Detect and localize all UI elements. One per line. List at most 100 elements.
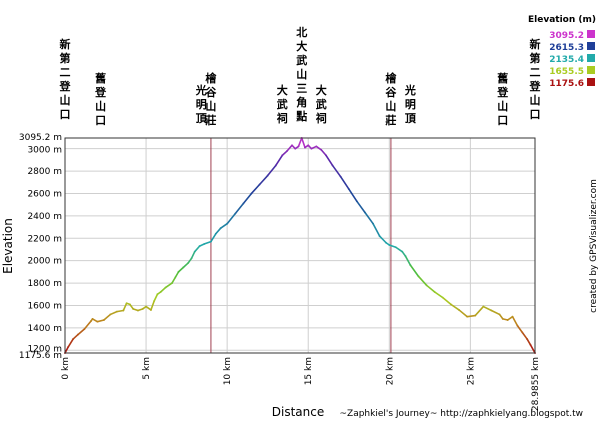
y-tick-label: 3095.2 m bbox=[19, 133, 62, 143]
elevation-point bbox=[394, 246, 397, 249]
elevation-point bbox=[250, 192, 253, 195]
elevation-point bbox=[122, 309, 125, 312]
elevation-point bbox=[150, 309, 152, 311]
elevation-point bbox=[125, 302, 128, 305]
elevation-segment bbox=[242, 192, 253, 205]
elevation-point bbox=[226, 222, 229, 225]
elevation-point bbox=[145, 305, 147, 308]
elevation-point bbox=[266, 174, 269, 177]
elevation-point bbox=[417, 275, 420, 278]
elevation-point bbox=[482, 305, 485, 308]
elevation-segment bbox=[203, 240, 212, 245]
elevation-point bbox=[315, 145, 318, 148]
elevation-point bbox=[516, 324, 519, 327]
elevation-segment bbox=[315, 145, 322, 151]
elevation-segment bbox=[331, 164, 342, 178]
waypoint-label: 新第二登山口 bbox=[59, 37, 72, 121]
elevation-segment bbox=[425, 284, 436, 293]
elevation-point bbox=[128, 303, 131, 306]
waypoint-label: 舊登山口 bbox=[496, 71, 509, 127]
elevation-point bbox=[304, 146, 306, 149]
elevation-point bbox=[193, 250, 196, 253]
x-tick-label: 10 km bbox=[223, 357, 233, 385]
elevation-point bbox=[297, 145, 300, 148]
elevation-point bbox=[91, 318, 94, 320]
elevation-point bbox=[307, 144, 310, 147]
y-tick-label: 1200 m bbox=[27, 344, 62, 354]
y-tick-label: 1800 m bbox=[27, 279, 62, 289]
elevation-segment bbox=[378, 235, 387, 244]
y-tick-label: 3000 m bbox=[27, 146, 62, 156]
waypoint-labels: 新第二登山口舊登山口光明頂檜谷山莊大武祠北大武山三角點大武祠檜谷山莊光明頂舊登山… bbox=[59, 25, 542, 127]
elevation-segment bbox=[516, 324, 524, 334]
elevation-point bbox=[286, 150, 289, 152]
legend-swatch bbox=[587, 66, 595, 74]
elevation-point bbox=[219, 227, 222, 230]
legend-swatch bbox=[587, 42, 595, 50]
elevation-segment bbox=[190, 250, 196, 260]
elevation-segment bbox=[129, 303, 134, 310]
elevation-segment bbox=[67, 338, 74, 348]
plot-frame bbox=[64, 137, 536, 354]
elevation-segment bbox=[116, 309, 125, 313]
y-tick-label: 1600 m bbox=[27, 301, 62, 311]
elevation-segment bbox=[401, 250, 407, 257]
elevation-segment bbox=[498, 313, 504, 320]
elevation-segment bbox=[511, 315, 519, 327]
elevation-point bbox=[281, 154, 284, 157]
elevation-segment bbox=[250, 183, 261, 195]
elevation-point bbox=[347, 188, 350, 190]
y-tick-label: 2200 m bbox=[27, 234, 62, 244]
elevation-segment bbox=[364, 211, 374, 225]
x-axis-title: Distance bbox=[272, 405, 324, 419]
elevation-point bbox=[401, 250, 404, 253]
elevation-point bbox=[501, 318, 504, 320]
legend-swatch bbox=[587, 30, 595, 38]
elevation-point bbox=[378, 235, 381, 237]
x-tick-label: 15 km bbox=[304, 357, 314, 385]
elevation-point bbox=[242, 202, 245, 205]
elevation-point bbox=[153, 300, 156, 302]
elevation-segment bbox=[91, 318, 99, 323]
x-tick-label: 20 km bbox=[385, 357, 395, 385]
elevation-point bbox=[83, 328, 86, 330]
elevation-segment bbox=[274, 154, 284, 167]
y-axis-title: Elevation bbox=[1, 218, 15, 274]
elevation-segment bbox=[210, 232, 217, 243]
elevation-segment bbox=[433, 291, 444, 299]
elevation-point bbox=[234, 212, 237, 215]
y-tick-label: 2000 m bbox=[27, 257, 62, 267]
elevation-segment bbox=[286, 144, 293, 152]
elevation-segment bbox=[103, 313, 112, 321]
elevation-segment bbox=[388, 244, 397, 249]
elevation-segment bbox=[529, 343, 536, 354]
elevation-segment bbox=[164, 282, 173, 289]
elevation-segment bbox=[281, 150, 288, 157]
y-tick-label: 2600 m bbox=[27, 189, 62, 199]
waypoint-label: 北大武山三角點 bbox=[295, 25, 307, 123]
elevation-segment bbox=[521, 331, 528, 340]
elevation-segment bbox=[404, 255, 412, 266]
elevation-segment bbox=[458, 309, 468, 318]
elevation-point bbox=[409, 264, 412, 267]
elevation-point bbox=[355, 200, 358, 203]
elevation-segment bbox=[145, 305, 152, 311]
generator-credit: created by GPSVisualizer.com bbox=[589, 179, 599, 313]
elevation-point bbox=[67, 346, 70, 348]
x-tick-label: 28.9855 km bbox=[531, 357, 541, 411]
elevation-segment bbox=[300, 137, 306, 149]
elevation-point bbox=[385, 241, 387, 244]
elevation-point bbox=[103, 319, 105, 321]
x-tick-label: 0 km bbox=[61, 357, 71, 380]
elevation-point bbox=[526, 338, 529, 340]
elevation-point bbox=[203, 242, 206, 245]
elevation-segment bbox=[226, 212, 237, 225]
elevation-point bbox=[109, 313, 112, 316]
waypoint-label: 大武祠 bbox=[277, 83, 288, 125]
elevation-segment bbox=[394, 246, 404, 253]
elevation-point bbox=[433, 291, 436, 293]
y-tick-label: 1400 m bbox=[27, 324, 62, 334]
elevation-point bbox=[511, 315, 514, 318]
